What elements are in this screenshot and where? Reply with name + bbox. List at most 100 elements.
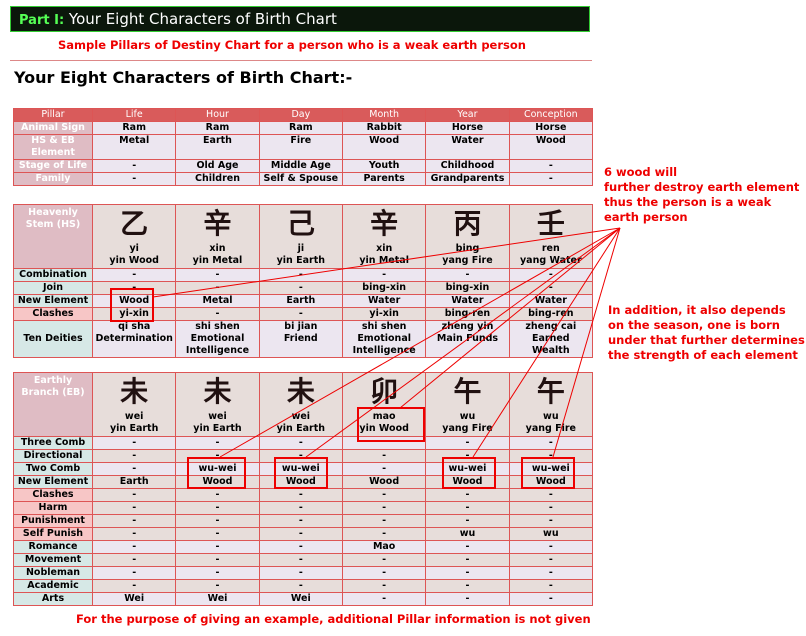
table-cell: bing-xin	[425, 281, 510, 295]
row-label: Earthly Branch (EB)	[13, 372, 93, 437]
table-row: Combination - - - - - -	[13, 268, 594, 282]
table-cell: Wood	[341, 134, 427, 160]
table-cell: -	[91, 449, 177, 463]
stem-char: 卯	[370, 375, 399, 408]
row-label: Family	[13, 172, 93, 186]
table-cell: -	[508, 159, 594, 173]
stem-element: yin Metal	[359, 255, 409, 266]
stem-element: yin Wood	[109, 255, 159, 266]
table-cell: -	[175, 307, 260, 321]
stem-cell: 己 ji yin Earth	[258, 204, 343, 269]
stem-element: yin Wood	[359, 423, 409, 434]
stem-element: yin Earth	[109, 423, 159, 434]
stem-pinyin: wu	[543, 411, 559, 422]
stem-pinyin: wei	[124, 411, 144, 422]
table-cell: bi jian Friend	[258, 320, 343, 358]
table-cell: -	[91, 268, 177, 282]
column-header: Hour	[175, 108, 260, 122]
table-cell: Water	[425, 294, 510, 308]
highlight-box	[187, 457, 246, 489]
table-row: New Element Earth Wood Wood Wood Wood Wood	[13, 475, 594, 489]
table-cell: -	[91, 436, 177, 450]
table-row: Movement - - - - - -	[13, 553, 594, 567]
table-cell: Wei	[175, 592, 260, 606]
stem-element: yin Earth	[276, 255, 326, 266]
table-cell: shi shen Emotional Intelligence	[341, 320, 427, 358]
stem-char: 未	[203, 375, 232, 408]
stem-char: 午	[536, 375, 565, 408]
table-row: Self Punish - - - - wu wu	[13, 527, 594, 541]
table-cell: -	[258, 527, 343, 541]
chart-subtitle: Sample Pillars of Destiny Chart for a pe…	[58, 38, 526, 52]
table-row: Clashes - - - - - -	[13, 488, 594, 502]
stem-char: 未	[286, 375, 315, 408]
table-row: Romance - - - Mao - -	[13, 540, 594, 554]
table-cell: Ram	[175, 121, 260, 135]
footer-note: For the purpose of giving an example, ad…	[76, 612, 591, 626]
table-cell: Metal	[91, 134, 177, 160]
table-cell: Horse	[425, 121, 510, 135]
stem-pinyin: yi	[129, 243, 139, 254]
table-row: Family - Children Self & Spouse Parents Grand…	[13, 172, 594, 186]
table-cell: shi shen Emotional Intelligence	[175, 320, 260, 358]
table-cell: Self & Spouse	[258, 172, 343, 186]
table-cell: -	[91, 159, 177, 173]
annotation-line	[399, 227, 621, 409]
stem-char: 辛	[203, 207, 232, 240]
table-row: Two Comb - wu-wei wu-wei - wu-wei wu-wei	[13, 462, 594, 476]
stem-pinyin: ren	[541, 243, 560, 254]
stem-pinyin: wei	[208, 411, 227, 422]
table-cell: wu	[508, 527, 594, 541]
earthly-branch-table: Earthly Branch (EB) 未 wei yin Earth 未 wei yin …	[13, 372, 594, 606]
row-label: Nobleman	[13, 566, 93, 580]
table-cell: Parents	[341, 172, 427, 186]
table-cell: -	[425, 592, 510, 606]
stem-element: yin Earth	[276, 423, 326, 434]
table-cell: Wei	[91, 592, 177, 606]
stem-pinyin: wei	[291, 411, 311, 422]
table-cell: -	[258, 540, 343, 554]
table-cell: -	[508, 514, 594, 528]
table-cell: -	[91, 553, 177, 567]
table-row: Nobleman - - - - - -	[13, 566, 594, 580]
table-cell: -	[258, 307, 343, 321]
stem-pinyin: wu	[459, 411, 476, 422]
table-cell: wu-wei	[258, 462, 343, 476]
stem-pinyin: mao	[372, 411, 396, 422]
table-row: Arts Wei Wei Wei - - -	[13, 592, 594, 606]
row-label: Arts	[13, 592, 93, 606]
annotation-line	[305, 227, 621, 458]
highlight-box	[274, 457, 328, 489]
row-label: Join	[13, 281, 93, 295]
pillar-summary-table: Pillar Life Hour Day Month Year Conception Anim…	[13, 108, 594, 186]
stem-element: yang Fire	[442, 255, 493, 266]
stem-cell: 乙 yi yin Wood	[91, 204, 177, 269]
table-cell: yi-xin	[341, 307, 427, 321]
table-cell: bing-ren	[425, 307, 510, 321]
table-cell: -	[175, 540, 260, 554]
stem-cell: 卯 mao yin Wood	[341, 372, 427, 437]
table-cell: -	[508, 488, 594, 502]
table-cell: -	[258, 566, 343, 580]
table-cell: -	[508, 566, 594, 580]
row-label: Ten Deities	[13, 320, 93, 358]
table-cell: -	[508, 281, 594, 295]
annotation-line	[552, 227, 621, 458]
stem-cell: 未 wei yin Earth	[91, 372, 177, 437]
highlight-box	[521, 457, 575, 489]
stem-element: yin Earth	[193, 423, 242, 434]
table-cell: -	[341, 514, 427, 528]
table-row: Harm - - - - - -	[13, 501, 594, 515]
annotation-line	[472, 227, 621, 458]
table-cell: -	[508, 436, 594, 450]
heavenly-stem-table: Heavenly Stem (HS) 乙 yi yin Wood 辛 xin yin Met…	[13, 204, 594, 358]
divider	[10, 60, 592, 61]
row-label: Movement	[13, 553, 93, 567]
table-cell: Childhood	[425, 159, 510, 173]
table-cell: -	[341, 462, 427, 476]
table-cell: bing-xin	[341, 281, 427, 295]
stem-pinyin: xin	[209, 243, 226, 254]
table-cell: -	[341, 488, 427, 502]
table-cell: -	[175, 268, 260, 282]
stem-cell: 辛 xin yin Metal	[341, 204, 427, 269]
